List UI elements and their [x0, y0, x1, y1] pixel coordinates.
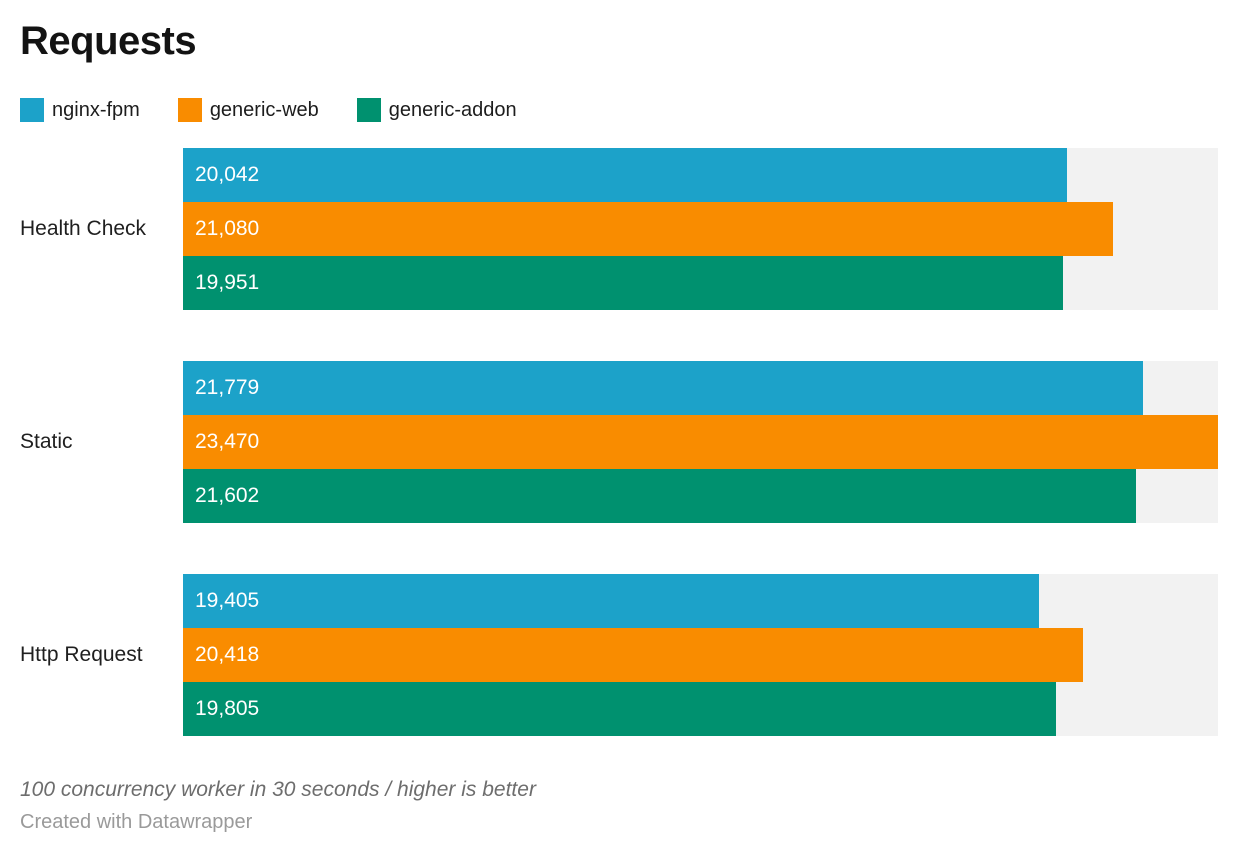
- bars-static: 21,779 23,470 21,602: [183, 361, 1218, 523]
- bar-track: 21,080: [183, 202, 1218, 256]
- legend-item-generic-web: generic-web: [177, 98, 319, 122]
- bar-http-request-generic-addon: 19,805: [183, 682, 1057, 736]
- category-label: Static: [20, 430, 73, 453]
- bar-health-check-nginx-fpm: 20,042: [183, 148, 1067, 202]
- bar-track: 21,602: [183, 469, 1218, 523]
- bar-http-request-generic-web: 20,418: [183, 628, 1084, 682]
- bar-static-generic-web: 23,470: [183, 415, 1218, 469]
- bar-group-http-request: Http Request 19,405 20,418 19,805: [20, 574, 1218, 736]
- bar-value-label: 19,805: [195, 697, 260, 720]
- legend-item-nginx-fpm: nginx-fpm: [20, 98, 140, 122]
- legend-label: generic-web: [209, 98, 319, 121]
- datawrapper-attribution: Created with Datawrapper: [20, 811, 253, 833]
- bar-health-check-generic-addon: 19,951: [183, 256, 1063, 310]
- bars-http-request: 19,405 20,418 19,805: [183, 574, 1218, 736]
- bars-health-check: 20,042 21,080 19,951: [183, 148, 1218, 310]
- legend-swatch-generic-addon: [356, 98, 381, 122]
- legend: nginx-fpm generic-web generic-addon: [20, 98, 1218, 122]
- bar-chart: Health Check 20,042 21,080 19,951 Static 21,7…: [20, 148, 1218, 736]
- bar-health-check-generic-web: 21,080: [183, 202, 1113, 256]
- bar-track: 19,405: [183, 574, 1218, 628]
- bar-value-label: 20,418: [195, 643, 260, 666]
- bar-track: 23,470: [183, 415, 1218, 469]
- category-label: Health Check: [20, 217, 147, 240]
- bar-group-static: Static 21,779 23,470 21,602: [20, 361, 1218, 523]
- bar-static-nginx-fpm: 21,779: [183, 361, 1144, 415]
- chart-title: Requests: [20, 19, 197, 63]
- bar-track: 20,042: [183, 148, 1218, 202]
- legend-label: generic-addon: [388, 98, 517, 121]
- bar-static-generic-addon: 21,602: [183, 469, 1136, 523]
- bar-value-label: 19,405: [195, 589, 260, 612]
- bar-track: 19,951: [183, 256, 1218, 310]
- legend-item-generic-addon: generic-addon: [356, 98, 517, 122]
- chart-note: 100 concurrency worker in 30 seconds / h…: [20, 778, 536, 801]
- bar-value-label: 19,951: [195, 271, 260, 294]
- bar-value-label: 21,779: [195, 376, 260, 399]
- category-label: Http Request: [20, 643, 143, 666]
- legend-swatch-nginx-fpm: [20, 98, 44, 122]
- legend-label: nginx-fpm: [52, 98, 140, 121]
- bar-value-label: 23,470: [195, 430, 260, 453]
- bar-group-health-check: Health Check 20,042 21,080 19,951: [20, 148, 1218, 310]
- bar-value-label: 21,602: [195, 484, 260, 507]
- bar-track: 19,805: [183, 682, 1218, 736]
- bar-http-request-nginx-fpm: 19,405: [183, 574, 1039, 628]
- bar-value-label: 21,080: [195, 217, 260, 240]
- legend-swatch-generic-web: [177, 98, 202, 122]
- bar-track: 21,779: [183, 361, 1218, 415]
- bar-value-label: 20,042: [195, 163, 260, 186]
- bar-track: 20,418: [183, 628, 1218, 682]
